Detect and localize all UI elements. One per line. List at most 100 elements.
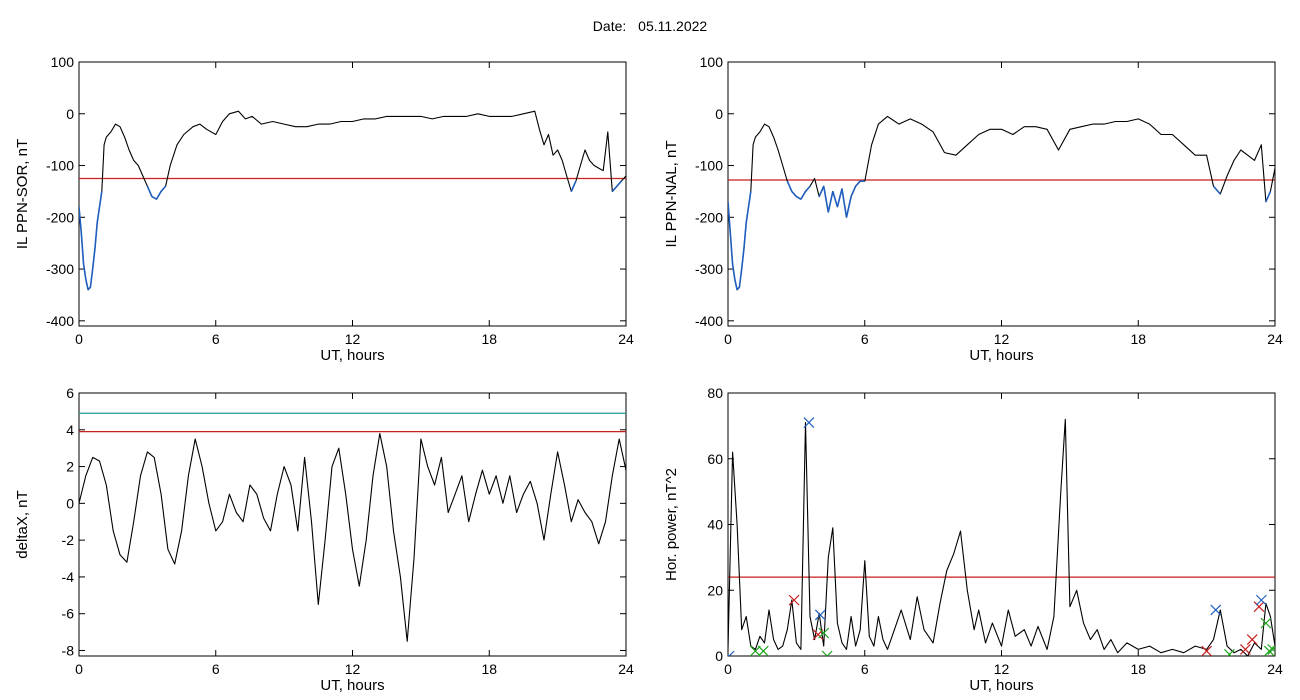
event-marker bbox=[814, 609, 826, 621]
series-below-threshold bbox=[747, 191, 752, 208]
y-axis-label: IL PPN-SOR, nT bbox=[14, 139, 31, 249]
y-tick-label: -100 bbox=[695, 158, 723, 174]
series-below-threshold bbox=[804, 185, 811, 192]
series-below-threshold bbox=[855, 180, 861, 187]
plot-frame bbox=[78, 61, 627, 327]
y-tick-label: 40 bbox=[707, 517, 723, 533]
series-below-threshold bbox=[1265, 191, 1272, 203]
event-marker-stroke bbox=[728, 650, 735, 656]
plot-area bbox=[79, 412, 626, 642]
series-below-threshold bbox=[729, 232, 734, 264]
series-below-threshold bbox=[155, 191, 162, 200]
chart-sor: 0 6 12 18 24 100 0 -100 -200 -300 -400 UT, hours IL … bbox=[14, 54, 634, 364]
series-below-threshold bbox=[1212, 185, 1221, 195]
series-below-threshold bbox=[91, 248, 96, 270]
chart-hpower: 0 6 12 18 24 80 60 40 20 0 UT, hours Hor. power, nT… bbox=[663, 385, 1283, 694]
y-tick-label: -300 bbox=[695, 261, 723, 277]
x-tick-label: 6 bbox=[212, 331, 220, 347]
event-marker bbox=[1263, 645, 1275, 656]
x-tick-label: 24 bbox=[1267, 661, 1283, 677]
series-below-threshold bbox=[151, 195, 157, 200]
y-tick-label: 0 bbox=[715, 648, 723, 664]
y-axis-label: IL PPN-NAL, nT bbox=[663, 141, 680, 248]
series-line bbox=[79, 432, 626, 642]
series-below-threshold bbox=[827, 191, 834, 213]
y-tick-label: 2 bbox=[66, 459, 74, 475]
y-tick-label: 4 bbox=[66, 422, 74, 438]
series-below-threshold bbox=[731, 263, 736, 280]
event-marker bbox=[1201, 645, 1213, 656]
x-tick-label: 0 bbox=[75, 661, 83, 677]
plot-area bbox=[79, 110, 626, 291]
date-value: 05.11.2022 bbox=[638, 18, 708, 34]
event-marker-stroke bbox=[749, 645, 761, 656]
series-below-threshold bbox=[82, 263, 87, 280]
event-marker-stroke bbox=[814, 609, 826, 621]
event-marker bbox=[1253, 601, 1265, 613]
event-marker-stroke bbox=[1239, 644, 1251, 655]
y-tick-label: -200 bbox=[46, 209, 74, 225]
x-tick-label: 18 bbox=[1130, 331, 1146, 347]
x-tick-label: 0 bbox=[724, 331, 732, 347]
event-marker bbox=[788, 594, 800, 606]
event-marker bbox=[818, 627, 830, 639]
event-marker bbox=[1267, 644, 1275, 655]
event-marker-stroke bbox=[821, 650, 828, 656]
x-tick-label: 0 bbox=[724, 661, 732, 677]
event-marker-stroke bbox=[1253, 601, 1265, 613]
y-tick-label: 0 bbox=[715, 106, 723, 122]
series-below-threshold bbox=[736, 286, 740, 291]
series-below-threshold bbox=[832, 191, 839, 208]
series-below-threshold bbox=[850, 185, 857, 197]
x-tick-label: 12 bbox=[994, 661, 1010, 677]
event-marker bbox=[728, 650, 735, 656]
event-marker-stroke bbox=[757, 645, 769, 656]
series-below-threshold bbox=[800, 191, 807, 200]
x-tick-label: 6 bbox=[861, 661, 869, 677]
x-tick-label: 6 bbox=[861, 331, 869, 347]
series-below-threshold bbox=[845, 196, 852, 218]
series-below-threshold bbox=[611, 185, 618, 192]
event-marker bbox=[821, 650, 833, 656]
event-marker-stroke bbox=[1267, 646, 1275, 655]
series-below-threshold bbox=[738, 268, 743, 288]
x-tick-label: 18 bbox=[481, 331, 497, 347]
event-marker-stroke bbox=[1210, 604, 1222, 616]
x-tick-label: 6 bbox=[212, 661, 220, 677]
y-tick-label: 6 bbox=[66, 385, 74, 401]
x-tick-label: 12 bbox=[345, 331, 361, 347]
series-below-threshold bbox=[89, 268, 94, 288]
plot-frame bbox=[727, 61, 1276, 327]
series-below-threshold bbox=[841, 188, 848, 218]
series-below-threshold bbox=[96, 206, 101, 223]
y-tick-label: -400 bbox=[46, 313, 74, 329]
y-tick-label: 100 bbox=[700, 54, 724, 70]
y-tick-label: 20 bbox=[707, 582, 723, 598]
event-marker-stroke bbox=[826, 650, 833, 656]
event-marker bbox=[1260, 617, 1272, 629]
event-marker bbox=[1210, 604, 1222, 616]
plot-frame bbox=[78, 392, 627, 657]
series-below-threshold bbox=[740, 248, 745, 270]
x-axis-label: UT, hours bbox=[320, 677, 384, 694]
plot-area bbox=[728, 115, 1275, 291]
x-tick-label: 24 bbox=[1267, 331, 1283, 347]
event-marker-stroke bbox=[1260, 617, 1272, 629]
event-marker bbox=[1239, 644, 1251, 655]
x-tick-label: 0 bbox=[75, 331, 83, 347]
x-tick-label: 18 bbox=[1130, 661, 1146, 677]
series-below-threshold bbox=[728, 201, 732, 233]
series-below-threshold bbox=[836, 188, 843, 208]
series-below-threshold bbox=[570, 180, 577, 192]
y-tick-label: 60 bbox=[707, 451, 723, 467]
y-tick-label: -100 bbox=[46, 158, 74, 174]
series-below-threshold bbox=[616, 180, 623, 187]
y-tick-label: -400 bbox=[695, 313, 723, 329]
y-axis-label: Hor. power, nT^2 bbox=[663, 468, 680, 581]
chart-nal: 0 6 12 18 24 100 0 -100 -200 -300 -400 UT, hours IL … bbox=[663, 54, 1283, 364]
y-tick-label: -4 bbox=[62, 569, 75, 585]
y-tick-label: 100 bbox=[51, 54, 75, 70]
series-below-threshold bbox=[85, 279, 89, 290]
series-below-threshold bbox=[818, 185, 825, 197]
series-below-threshold bbox=[160, 185, 167, 192]
